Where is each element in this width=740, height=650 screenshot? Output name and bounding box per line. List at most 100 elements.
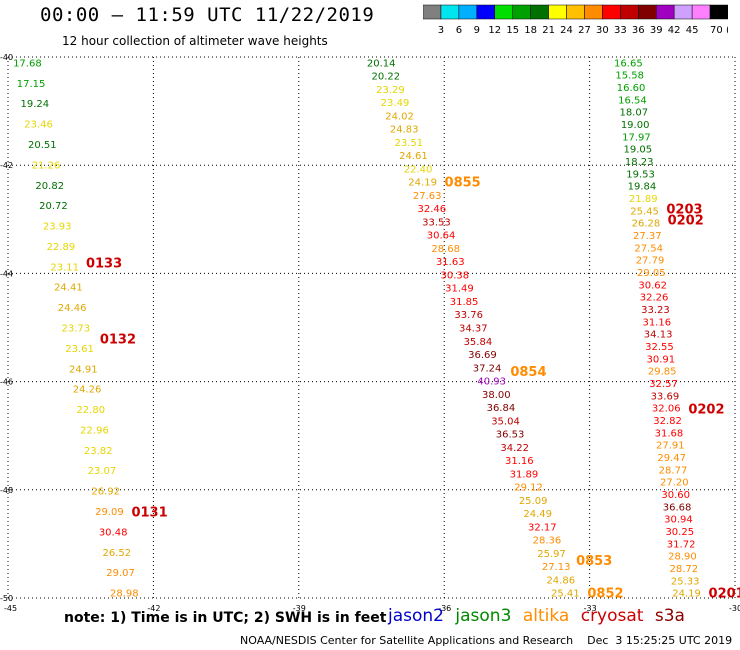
- wave-height-value: 24.46: [58, 303, 87, 314]
- wave-height-value: 18.23: [625, 157, 654, 168]
- wave-height-value: 17.15: [17, 79, 46, 90]
- wave-height-value: 30.60: [661, 490, 690, 501]
- wave-height-value: 16.60: [617, 83, 646, 94]
- wave-height-value: 22.80: [76, 405, 105, 416]
- wave-height-value: 30.94: [664, 515, 693, 526]
- pass-time-label: 0202: [668, 213, 704, 228]
- pass-time-label: 0852: [587, 587, 623, 602]
- wave-height-value: 24.83: [390, 125, 419, 136]
- x-tick-label: -33: [584, 604, 597, 613]
- wave-height-value: 36.84: [487, 403, 516, 414]
- wave-height-value: 31.72: [667, 539, 696, 550]
- pass-time-label: 0202: [688, 403, 724, 418]
- wave-height-value: 36.68: [663, 502, 692, 513]
- color-scale-label: 30: [596, 25, 609, 36]
- wave-height-value: 23.73: [62, 324, 91, 335]
- wave-height-value: 27.20: [660, 478, 689, 489]
- pass-time-label: 0853: [576, 554, 612, 569]
- wave-height-value: 20.14: [367, 58, 396, 69]
- wave-height-value: 34.37: [459, 324, 488, 335]
- chart-subtitle: 12 hour collection of altimeter wave hei…: [62, 34, 328, 48]
- chart-title: 00:00 – 11:59 UTC 11/22/2019: [40, 4, 375, 26]
- wave-height-value: 32.57: [649, 379, 678, 390]
- footer-credit: NOAA/NESDIS Center for Satellite Applica…: [240, 634, 733, 647]
- wave-height-value: 18.07: [619, 108, 648, 119]
- wave-height-value: 28.90: [668, 552, 697, 563]
- color-scale-label: 42: [668, 25, 681, 36]
- wave-height-value: 17.97: [622, 132, 651, 143]
- satellite-altika: altika: [522, 606, 570, 626]
- wave-height-value: 19.05: [624, 145, 653, 156]
- wave-height-value: 36.69: [468, 350, 497, 361]
- wave-height-value: 19.00: [621, 120, 650, 131]
- color-scale-label: 33: [614, 25, 627, 36]
- wave-height-value: 24.61: [399, 151, 428, 162]
- wave-height-value: 32.06: [652, 404, 681, 415]
- satellite-legend: jason2 jason3 altika cryosat s3a: [388, 606, 691, 626]
- wave-height-value: 28.77: [659, 465, 688, 476]
- y-tick-label: -48: [0, 486, 13, 495]
- wave-height-value: 20.22: [371, 72, 400, 83]
- satellite-s3a: s3a: [654, 606, 685, 626]
- wave-height-value: 30.48: [99, 527, 128, 538]
- satellite-jason2: jason2: [388, 606, 444, 626]
- color-scale-label: 70 (ft): [710, 25, 728, 36]
- wave-height-value: 37.24: [473, 363, 502, 374]
- wave-height-value: 27.54: [634, 243, 663, 254]
- color-scale-label: 36: [632, 25, 645, 36]
- wave-height-value: 27.91: [656, 441, 685, 452]
- pass-time-label: 0203: [666, 202, 702, 217]
- wave-height-value: 22.40: [404, 164, 433, 175]
- wave-height-value: 23.82: [84, 446, 113, 457]
- wave-height-value: 19.84: [628, 182, 657, 193]
- wave-height-value: 26.52: [103, 548, 132, 559]
- wave-height-value: 35.84: [464, 337, 493, 348]
- wave-height-value: 32.82: [653, 416, 682, 427]
- wave-height-value: 34.13: [644, 330, 673, 341]
- wave-height-value: 23.49: [381, 98, 410, 109]
- color-scale-label: 9: [474, 25, 480, 36]
- wave-height-value: 25.33: [671, 576, 700, 587]
- wave-height-value: 30.64: [427, 231, 456, 242]
- wave-height-value: 32.26: [640, 293, 669, 304]
- wave-height-value: 17.68: [13, 58, 42, 69]
- wave-height-value: 33.69: [651, 391, 680, 402]
- wave-height-value: 34.22: [500, 443, 529, 454]
- wave-height-value: 29.07: [106, 568, 135, 579]
- color-swatch: [709, 4, 728, 20]
- wave-height-value: 28.72: [670, 564, 699, 575]
- wave-height-value: 32.55: [645, 342, 674, 353]
- wave-height-value: 31.68: [655, 428, 684, 439]
- wave-height-value: 27.37: [633, 231, 662, 242]
- wave-height-value: 40.93: [477, 377, 506, 388]
- wave-height-value: 23.29: [376, 85, 405, 96]
- wave-height-value: 36.53: [496, 430, 525, 441]
- wave-height-value: 30.38: [441, 270, 470, 281]
- wave-height-value: 25.97: [537, 549, 566, 560]
- color-scale-label: 24: [560, 25, 573, 36]
- wave-height-value: 38.00: [482, 390, 511, 401]
- wave-height-value: 32.17: [528, 522, 557, 533]
- wave-height-value: 29.05: [637, 268, 666, 279]
- wave-height-value: 35.04: [491, 416, 520, 427]
- wave-height-value: 24.02: [385, 111, 414, 122]
- wave-height-value: 26.28: [632, 219, 661, 230]
- wave-height-value: 24.91: [69, 364, 98, 375]
- wave-height-value: 24.26: [73, 385, 102, 396]
- wave-height-value: 27.63: [413, 191, 442, 202]
- x-tick-label: -42: [147, 604, 160, 613]
- x-tick-label: -30: [729, 604, 740, 613]
- y-tick-label: -46: [0, 378, 13, 387]
- color-scale-label: 21: [542, 25, 555, 36]
- satellite-cryosat: cryosat: [580, 606, 644, 626]
- y-tick-label: -40: [0, 53, 13, 62]
- wave-height-value: 28.98: [110, 589, 139, 600]
- color-scale-label: 45: [686, 25, 699, 36]
- wave-height-value: 23.11: [50, 262, 79, 273]
- wave-height-value: 32.46: [418, 204, 447, 215]
- wave-height-value: 24.19: [408, 178, 437, 189]
- wave-height-value: 21.89: [629, 194, 658, 205]
- wave-height-value: 24.19: [672, 589, 701, 600]
- wave-height-value: 16.54: [618, 95, 647, 106]
